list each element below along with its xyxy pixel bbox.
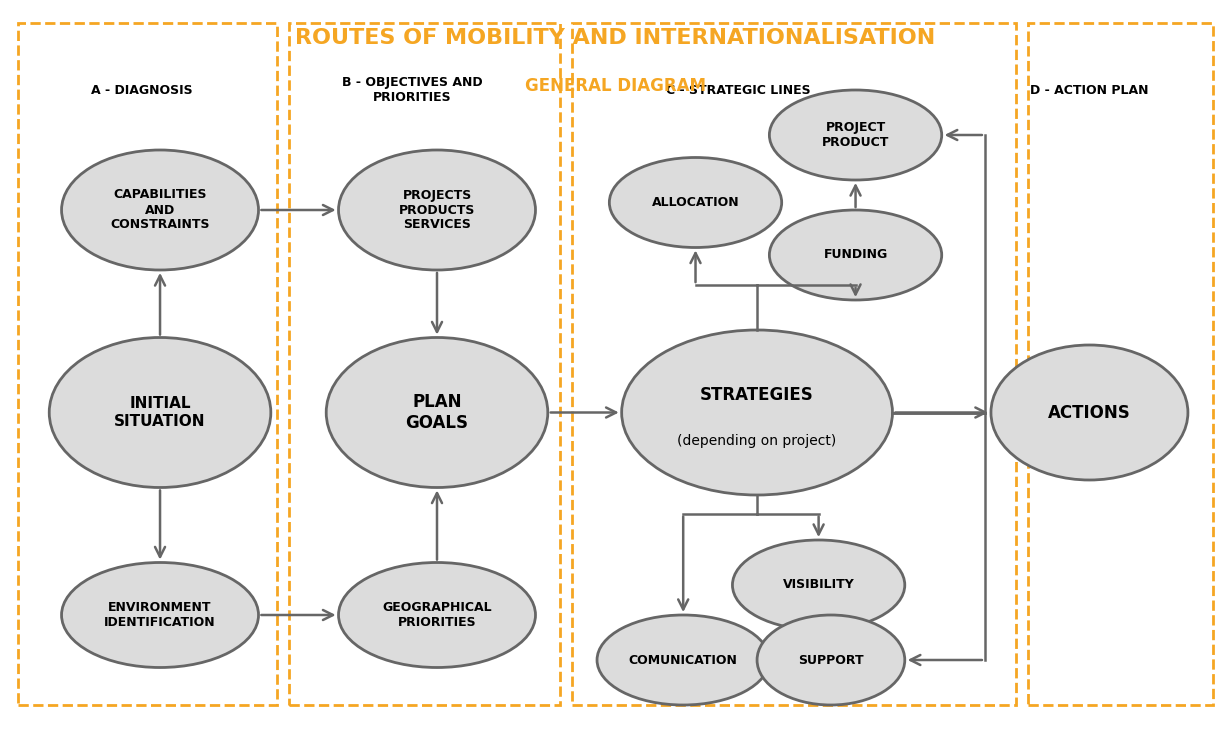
Ellipse shape <box>991 345 1188 480</box>
Text: INITIAL
SITUATION: INITIAL SITUATION <box>114 396 206 429</box>
Text: GENERAL DIAGRAM: GENERAL DIAGRAM <box>524 77 707 95</box>
Ellipse shape <box>62 150 259 270</box>
Ellipse shape <box>757 615 905 705</box>
Text: CAPABILITIES
AND
CONSTRAINTS: CAPABILITIES AND CONSTRAINTS <box>111 188 209 232</box>
Text: B - OBJECTIVES AND
PRIORITIES: B - OBJECTIVES AND PRIORITIES <box>342 76 483 104</box>
Text: STRATEGIES: STRATEGIES <box>700 386 814 404</box>
Text: A - DIAGNOSIS: A - DIAGNOSIS <box>91 83 192 97</box>
Ellipse shape <box>339 150 535 270</box>
Text: SUPPORT: SUPPORT <box>798 653 864 667</box>
Ellipse shape <box>49 338 271 488</box>
Text: PLAN
GOALS: PLAN GOALS <box>405 393 469 432</box>
Text: ALLOCATION: ALLOCATION <box>651 196 740 209</box>
Ellipse shape <box>732 540 905 630</box>
Ellipse shape <box>339 562 535 668</box>
Text: D - ACTION PLAN: D - ACTION PLAN <box>1030 83 1149 97</box>
Text: FUNDING: FUNDING <box>824 248 888 262</box>
Text: VISIBILITY: VISIBILITY <box>783 578 854 592</box>
Text: COMUNICATION: COMUNICATION <box>629 653 737 667</box>
Ellipse shape <box>769 90 942 180</box>
Text: ACTIONS: ACTIONS <box>1048 404 1131 422</box>
Ellipse shape <box>62 562 259 668</box>
Text: PROJECTS
PRODUCTS
SERVICES: PROJECTS PRODUCTS SERVICES <box>399 188 475 232</box>
Ellipse shape <box>326 338 548 488</box>
Text: GEOGRAPHICAL
PRIORITIES: GEOGRAPHICAL PRIORITIES <box>382 601 492 629</box>
Text: ROUTES OF MOBILITY AND INTERNATIONALISATION: ROUTES OF MOBILITY AND INTERNATIONALISAT… <box>295 28 936 47</box>
Text: (depending on project): (depending on project) <box>677 434 837 448</box>
Ellipse shape <box>609 158 782 248</box>
Text: ENVIRONMENT
IDENTIFICATION: ENVIRONMENT IDENTIFICATION <box>105 601 215 629</box>
Ellipse shape <box>769 210 942 300</box>
Ellipse shape <box>622 330 892 495</box>
Ellipse shape <box>597 615 769 705</box>
Text: C - STRATEGIC LINES: C - STRATEGIC LINES <box>666 83 811 97</box>
Text: PROJECT
PRODUCT: PROJECT PRODUCT <box>822 121 889 149</box>
